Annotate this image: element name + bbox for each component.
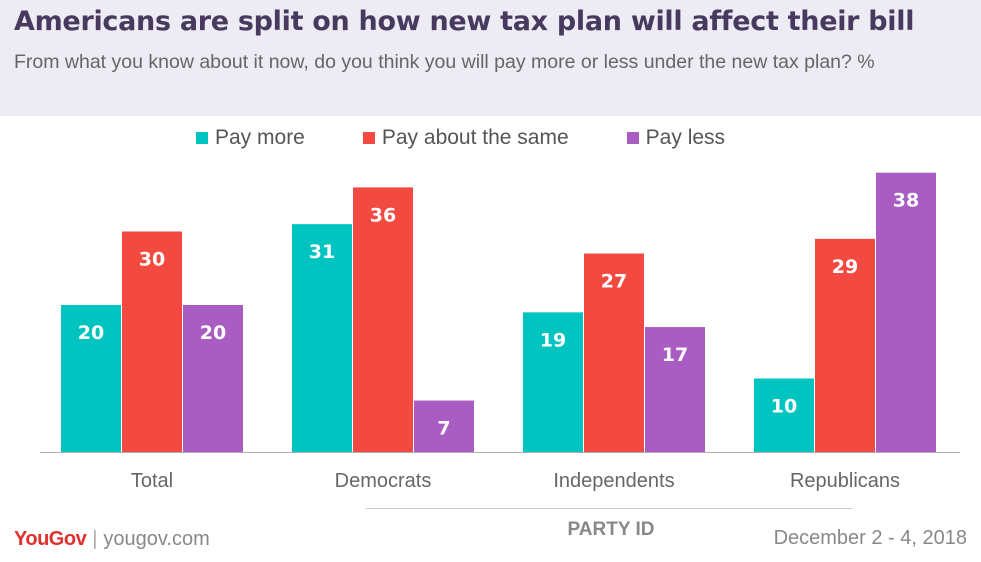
bar-independents-2 (584, 253, 644, 452)
category-label: Republicans (790, 470, 900, 492)
bar-total-2 (122, 231, 182, 452)
category-label: Democrats (335, 470, 432, 492)
bar-total-1 (61, 305, 121, 452)
chart-subtitle: From what you know about it now, do you … (14, 51, 875, 73)
legend-label: Pay less (645, 126, 726, 149)
bar-independents-1 (523, 312, 583, 452)
legend: Pay more Pay about the same Pay less (196, 124, 783, 152)
data-label: 7 (437, 418, 450, 440)
group-label: PARTY ID (568, 519, 655, 540)
bar-democrats-1 (292, 224, 352, 452)
chart-title: Americans are split on how new tax plan … (14, 6, 915, 37)
bar-democrats-3 (414, 400, 474, 452)
legend-item-pay-less: Pay less (626, 126, 726, 150)
bar-republicans-1 (754, 378, 814, 452)
bar-independents-3 (645, 327, 705, 452)
data-label: 38 (893, 190, 919, 212)
data-label: 27 (601, 271, 627, 293)
bar-republicans-3 (876, 172, 936, 452)
bar-democrats-2 (353, 187, 413, 452)
data-label: 36 (370, 204, 396, 226)
data-label: 30 (139, 249, 165, 271)
bar-republicans-2 (815, 238, 875, 452)
data-label: 20 (78, 322, 104, 344)
data-label: 29 (832, 256, 858, 278)
legend-item-pay-same: Pay about the same (362, 126, 569, 150)
data-label: 20 (200, 322, 226, 344)
category-label: Independents (553, 470, 674, 492)
header-panel: Americans are split on how new tax plan … (0, 0, 981, 116)
legend-swatch-pay-same (362, 132, 375, 144)
data-label: 31 (309, 241, 335, 263)
legend-label: Pay about the same (381, 126, 569, 149)
legend-swatch-pay-less (626, 132, 639, 144)
footer-branding: YouGov | yougov.com (14, 528, 210, 551)
footer-site: yougov.com (103, 528, 210, 550)
bar-total-3 (183, 305, 243, 452)
data-label: 19 (540, 329, 566, 351)
legend-swatch-pay-more (196, 132, 208, 144)
yougov-logo: YouGov (14, 528, 87, 550)
data-label: 10 (771, 396, 797, 418)
legend-item-pay-more: Pay more (196, 126, 305, 150)
survey-date: December 2 - 4, 2018 (773, 527, 967, 549)
footer-separator: | (92, 528, 98, 550)
legend-label: Pay more (215, 126, 305, 149)
category-label: Total (131, 470, 173, 492)
data-label: 17 (662, 344, 688, 366)
